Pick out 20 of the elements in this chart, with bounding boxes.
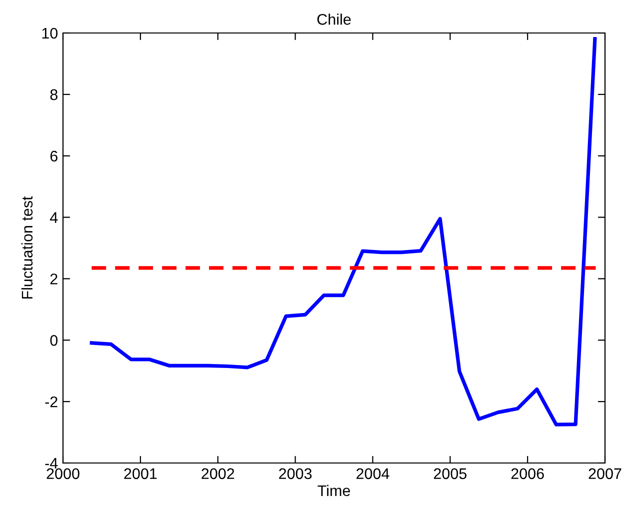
- y-tick-label: 6: [50, 150, 58, 162]
- y-tick-label: 4: [50, 212, 58, 223]
- y-tick-label: 2: [50, 274, 58, 284]
- x-tick-label: 2000: [46, 468, 80, 480]
- y-tick-label: 8: [50, 89, 58, 100]
- x-tick-label: 2006: [511, 468, 544, 480]
- x-tick-label: 2001: [124, 468, 157, 480]
- x-tick-label: 2002: [202, 468, 234, 480]
- y-tick-label: 10: [42, 28, 58, 39]
- y-axis-title: Fluctuation test: [21, 196, 33, 299]
- y-tick-label: -2: [45, 396, 58, 408]
- y-tick-label: 0: [50, 335, 58, 346]
- x-tick-label: 2003: [279, 468, 312, 480]
- x-axis-title: Time: [318, 484, 350, 496]
- x-tick-label: 2005: [434, 468, 466, 480]
- line-series: [90, 37, 597, 426]
- chart-title: Chile: [317, 14, 351, 25]
- x-tick-label: 2007: [588, 468, 622, 480]
- y-tick-label: -4: [45, 458, 58, 469]
- x-tick-label: 2004: [356, 468, 390, 480]
